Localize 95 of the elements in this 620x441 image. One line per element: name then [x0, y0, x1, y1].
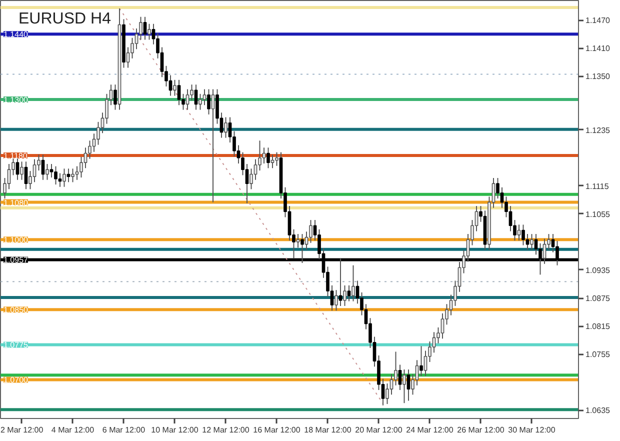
candlestick [66, 168, 70, 183]
candlestick [202, 88, 206, 106]
candlestick [96, 121, 100, 146]
candlestick [46, 163, 49, 180]
candlestick [402, 368, 406, 404]
ref-line-label: 1.0850 [4, 306, 29, 315]
ref-line-label: 1.0957 [4, 256, 29, 265]
candlestick [105, 93, 108, 124]
x-tick-label: 2 Mar 12:00 [0, 426, 44, 434]
candlestick [168, 74, 172, 96]
candlestick [508, 205, 512, 232]
candlestick [296, 234, 300, 248]
y-tick-label: 1.1410 [586, 44, 611, 54]
y-tick-label: 1.1350 [586, 72, 611, 82]
candlestick [500, 186, 504, 208]
candlestick [24, 161, 28, 190]
ref-line-label: 1.1440 [4, 30, 29, 40]
candlestick [186, 88, 190, 110]
x-tick-label: 16 Mar 12:00 [253, 426, 301, 434]
candlestick [526, 234, 530, 250]
candlestick [262, 147, 266, 164]
y-tick-label: 1.0875 [586, 294, 611, 304]
candlestick [420, 346, 423, 376]
candlestick [7, 163, 11, 190]
x-tick-label: 10 Mar 12:00 [151, 426, 199, 434]
candlestick [275, 152, 278, 166]
candlestick [190, 84, 194, 101]
candlestick [75, 166, 79, 180]
y-tick-label: 1.0635 [586, 406, 611, 416]
candlestick [126, 46, 130, 68]
candlestick [406, 368, 410, 402]
candlestick [522, 224, 525, 246]
candlestick [394, 351, 398, 386]
candlestick [266, 147, 270, 169]
candlestick [148, 23, 151, 40]
candlestick [58, 172, 62, 188]
candlestick [143, 16, 147, 40]
text: EURUSD H4 [18, 10, 112, 28]
candlestick [80, 156, 83, 178]
candlestick [343, 284, 346, 306]
ref-line-label: 1.1300 [4, 96, 29, 105]
ref-line-label: 1.0775 [4, 340, 29, 350]
candlestick [334, 290, 338, 312]
ref-line-label: 1.1180 [4, 152, 28, 161]
candlestick [207, 88, 210, 115]
candlestick [50, 163, 54, 178]
ref-line-label: 1.1000 [4, 236, 29, 245]
candlestick [270, 154, 274, 169]
y-tick-label: 1.0935 [586, 266, 611, 275]
y-tick-label: 1.1115 [586, 182, 610, 191]
x-tick-label: 30 Mar 12:00 [508, 426, 556, 434]
x-tick-label: 6 Mar 12:00 [102, 426, 146, 434]
candlestick [432, 332, 436, 354]
candlestick [309, 220, 312, 244]
candlestick [177, 79, 181, 106]
candlestick [88, 140, 92, 160]
y-tick-label: 1.1470 [586, 16, 611, 26]
candlestick [20, 161, 24, 180]
x-tick-label: 18 Mar 12:00 [304, 426, 352, 434]
candlestick [198, 93, 202, 110]
candlestick [386, 382, 389, 405]
candlestick [352, 264, 355, 302]
candlestick [398, 364, 402, 391]
candlestick [139, 16, 142, 40]
x-tick-label: 26 Mar 12:00 [457, 426, 505, 434]
candlestick [347, 284, 351, 302]
candlestick [258, 140, 262, 171]
y-tick-label: 1.1235 [586, 126, 611, 135]
candlestick [424, 350, 428, 376]
candlestick [211, 88, 215, 203]
candlestick [130, 37, 134, 59]
ref-line-label: 1.0700 [4, 376, 29, 385]
candlestick [254, 158, 258, 180]
candlestick [496, 177, 500, 200]
candlestick [250, 168, 253, 190]
y-tick-label: 1.0815 [586, 322, 611, 332]
x-tick-label: 24 Mar 12:00 [406, 426, 454, 434]
candlestick [71, 168, 74, 183]
x-tick-label: 4 Mar 12:00 [51, 426, 95, 434]
candlestick [530, 234, 534, 250]
y-tick-label: 1.0755 [586, 350, 611, 360]
candlestick [62, 168, 66, 188]
candlestick [32, 158, 36, 183]
candlestick [390, 374, 394, 396]
candlestick [54, 166, 58, 186]
candlestick [440, 312, 444, 340]
candlestick [84, 147, 88, 169]
ref-line-label: 1.1080 [4, 198, 29, 208]
y-tick-label: 1.1055 [586, 210, 611, 219]
candlestick [224, 116, 228, 138]
x-tick-label: 20 Mar 12:00 [355, 426, 403, 434]
candlestick [534, 234, 538, 256]
candlestick [517, 224, 521, 242]
candlestick [173, 79, 176, 96]
x-tick-label: 12 Mar 12:00 [202, 426, 250, 434]
